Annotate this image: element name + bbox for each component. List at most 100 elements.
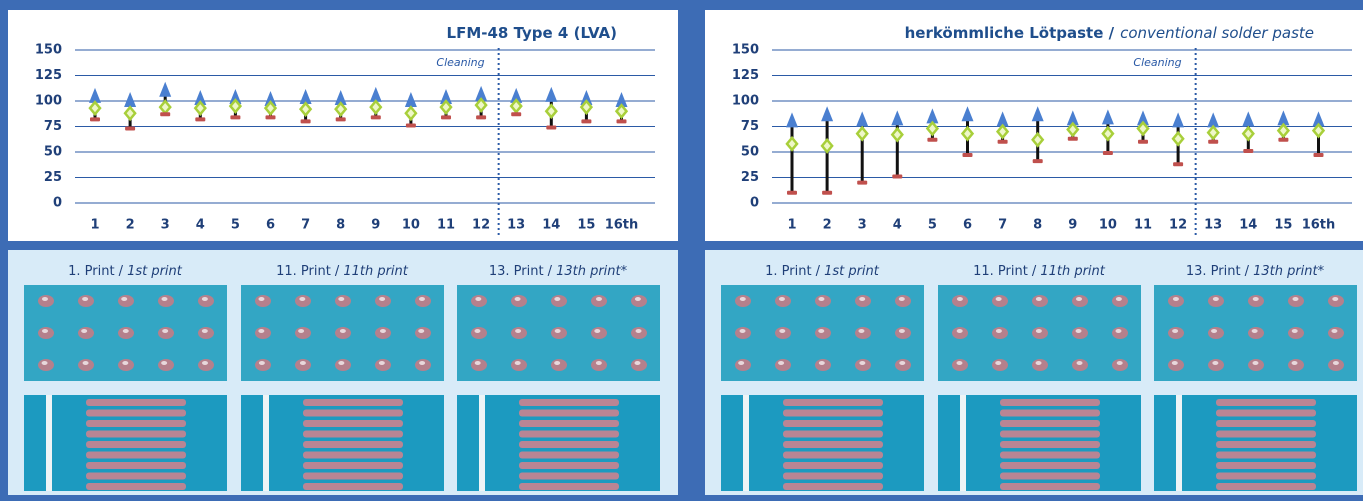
solder-dot-highlight	[380, 329, 386, 333]
solder-dot	[895, 295, 911, 307]
solder-dot	[38, 295, 54, 307]
solder-dot-highlight	[121, 297, 127, 301]
x-tick-label: 5	[928, 218, 937, 233]
solder-dot	[335, 359, 351, 371]
x-tick-label: 6	[963, 218, 972, 233]
solder-stripe	[86, 462, 186, 469]
solder-dot	[118, 327, 134, 339]
x-tick-label: 8	[336, 218, 345, 233]
solder-stripe	[783, 462, 883, 469]
min-marker	[195, 117, 205, 121]
solder-dot-highlight	[1076, 297, 1082, 301]
caption-label: 13. Print /	[489, 264, 553, 279]
solder-dot	[1168, 295, 1184, 307]
solder-dot-highlight	[1292, 329, 1298, 333]
x-tick-label: 16th	[1302, 218, 1336, 233]
solder-dot-highlight	[858, 329, 864, 333]
solder-dot-highlight	[1253, 297, 1259, 301]
solder-dot	[471, 327, 487, 339]
solder-dot	[992, 327, 1008, 339]
solder-dot-highlight	[474, 329, 480, 333]
solder-dot	[198, 327, 214, 339]
solder-dot	[1208, 295, 1224, 307]
solder-stripe	[1000, 431, 1100, 438]
min-marker	[301, 119, 311, 123]
min-marker	[1208, 140, 1218, 144]
solder-dot-highlight	[956, 361, 962, 365]
x-tick-label: 13	[1204, 218, 1222, 233]
solder-stripe	[86, 473, 186, 480]
solder-stripe	[1000, 420, 1100, 427]
title-main: herkömmliche Lötpaste /	[905, 24, 1115, 42]
y-tick-label: 100	[732, 94, 759, 109]
min-marker	[1068, 137, 1078, 141]
solder-dot	[591, 295, 607, 307]
y-tick-label: 75	[741, 119, 759, 134]
solder-dot	[1328, 327, 1344, 339]
solder-dot-highlight	[82, 297, 88, 301]
min-marker	[371, 115, 381, 119]
min-marker	[511, 112, 521, 116]
solder-dot	[1168, 359, 1184, 371]
solder-dot-highlight	[515, 329, 521, 333]
solder-dot	[855, 327, 871, 339]
solder-stripe	[1216, 452, 1316, 459]
stencil-edge	[263, 395, 269, 491]
solder-dot-highlight	[123, 329, 129, 333]
x-tick-label: 9	[371, 218, 380, 233]
x-tick-label: 11	[437, 218, 455, 233]
solder-dot	[815, 295, 831, 307]
x-tick-label: 4	[196, 218, 205, 233]
solder-dot-highlight	[1333, 361, 1339, 365]
solder-dot-highlight	[634, 361, 640, 365]
y-tick-label: 0	[53, 196, 62, 211]
caption-label: 13. Print /	[1186, 264, 1250, 279]
x-tick-label: 2	[823, 218, 832, 233]
solder-dot	[551, 295, 567, 307]
y-tick-label: 25	[44, 170, 62, 185]
x-tick-label: 7	[998, 218, 1007, 233]
solder-dot-highlight	[740, 297, 746, 301]
x-tick-label: 14	[1239, 218, 1257, 233]
solder-stripe	[86, 420, 186, 427]
solder-dot	[992, 359, 1008, 371]
solder-stripe	[1000, 441, 1100, 448]
photo-caption: 13. Print /13th print*	[489, 264, 628, 279]
x-tick-label: 12	[1169, 218, 1187, 233]
title-main: LFM-48 Type 4 (LVA)	[447, 24, 617, 42]
solder-dot-highlight	[596, 361, 602, 365]
solder-dot	[198, 359, 214, 371]
solder-dot-highlight	[738, 361, 744, 365]
solder-dot	[735, 295, 751, 307]
solder-dot-highlight	[740, 329, 746, 333]
solder-dot-highlight	[338, 361, 344, 365]
solder-stripe	[86, 441, 186, 448]
solder-dot	[775, 359, 791, 371]
solder-dot	[1248, 295, 1264, 307]
min-marker	[441, 115, 451, 119]
x-tick-label: 3	[858, 218, 867, 233]
solder-stripe	[86, 410, 186, 417]
solder-dot	[38, 327, 54, 339]
solder-dot-highlight	[1252, 361, 1258, 365]
x-tick-label: 2	[126, 218, 135, 233]
caption-english: 13th print*	[556, 264, 628, 279]
x-tick-label: 15	[577, 218, 595, 233]
solder-dot	[1248, 327, 1264, 339]
x-tick-label: 7	[301, 218, 310, 233]
solder-stripe	[1216, 441, 1316, 448]
solder-dot-highlight	[1077, 361, 1083, 365]
solder-stripe	[783, 410, 883, 417]
solder-dot-highlight	[338, 297, 344, 301]
min-marker	[230, 115, 240, 119]
solder-dot-highlight	[419, 297, 425, 301]
solder-dot	[631, 359, 647, 371]
caption-english: 1st print	[824, 264, 880, 279]
solder-dot	[952, 359, 968, 371]
chart-title: herkömmliche Lötpaste /conventional sold…	[905, 24, 1314, 42]
solder-stripe	[303, 399, 403, 406]
solder-dot-highlight	[1036, 361, 1042, 365]
solder-dot	[375, 327, 391, 339]
solder-dot-highlight	[42, 361, 48, 365]
y-tick-label: 150	[732, 43, 759, 58]
